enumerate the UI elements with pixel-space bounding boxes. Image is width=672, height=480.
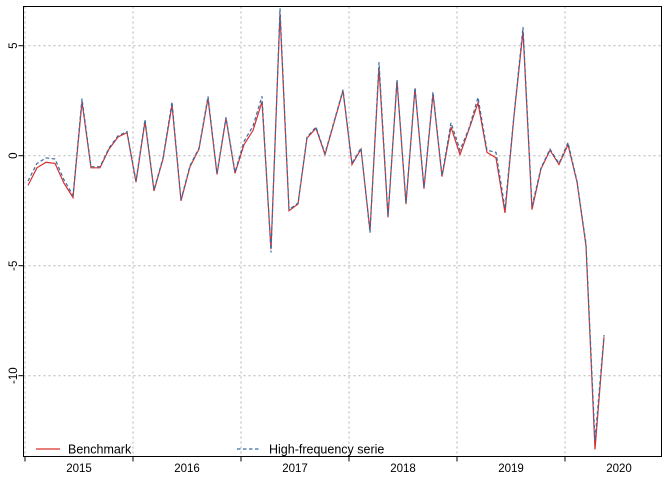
- high-frequency-legend-label: High-frequency serie: [269, 443, 384, 457]
- y-tick-label: 5: [8, 42, 20, 48]
- x-tick-label: 2019: [498, 463, 524, 475]
- x-tick-label: 2020: [606, 463, 632, 475]
- x-tick-label: 2018: [390, 463, 416, 475]
- x-tick-label: 2016: [174, 463, 200, 475]
- y-tick-label: -5: [8, 261, 20, 271]
- x-tick-label: 2015: [66, 463, 92, 475]
- legend: Benchmark High-frequency serie: [36, 443, 384, 457]
- x-tick-label: 2017: [282, 463, 308, 475]
- grid-layer: [23, 6, 662, 457]
- high-frequency-line: [27, 8, 605, 441]
- benchmark-legend-label: Benchmark: [68, 443, 132, 457]
- y-tick-label: 0: [8, 152, 20, 158]
- series-layer: [27, 8, 605, 450]
- y-tick-label: -10: [8, 367, 20, 384]
- plot-border: [23, 6, 662, 457]
- axis-layer: 5 0 -5 -10 2015 2016 2017 2018 2019 2020: [8, 42, 632, 475]
